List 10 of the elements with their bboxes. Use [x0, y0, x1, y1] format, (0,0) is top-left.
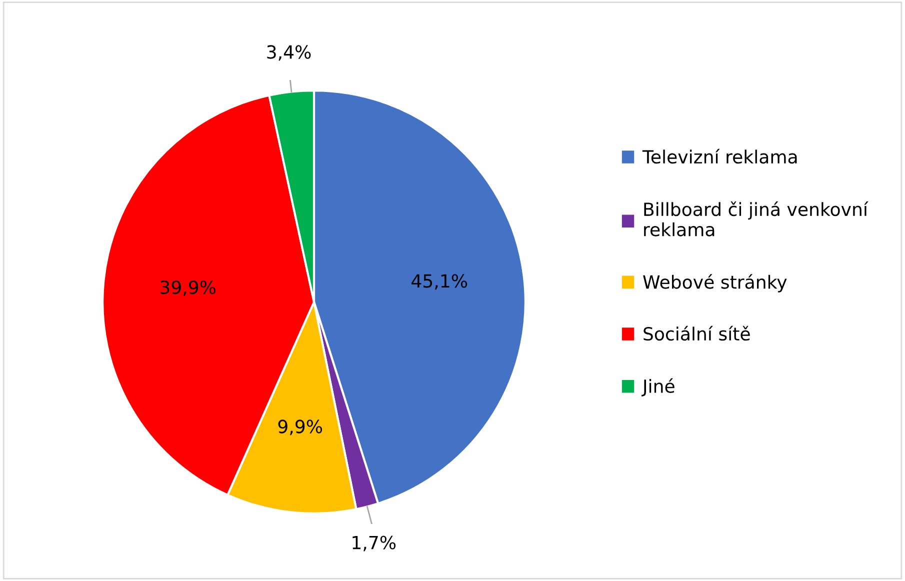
data-label: 45,1% [412, 274, 468, 290]
data-label: 9,9% [278, 420, 322, 436]
legend-label: Sociální sítě [644, 326, 750, 341]
data-label: 39,9% [160, 280, 216, 296]
data-label: 1,7% [352, 536, 396, 552]
legend-label: Webové stránky [643, 274, 787, 292]
data-label: 3,4% [267, 45, 311, 61]
legend-label: Billboard či jiná venkovní reklama [644, 201, 868, 236]
legend-label: Jiné [642, 378, 674, 396]
legend-label: Televizní reklama [642, 148, 797, 164]
